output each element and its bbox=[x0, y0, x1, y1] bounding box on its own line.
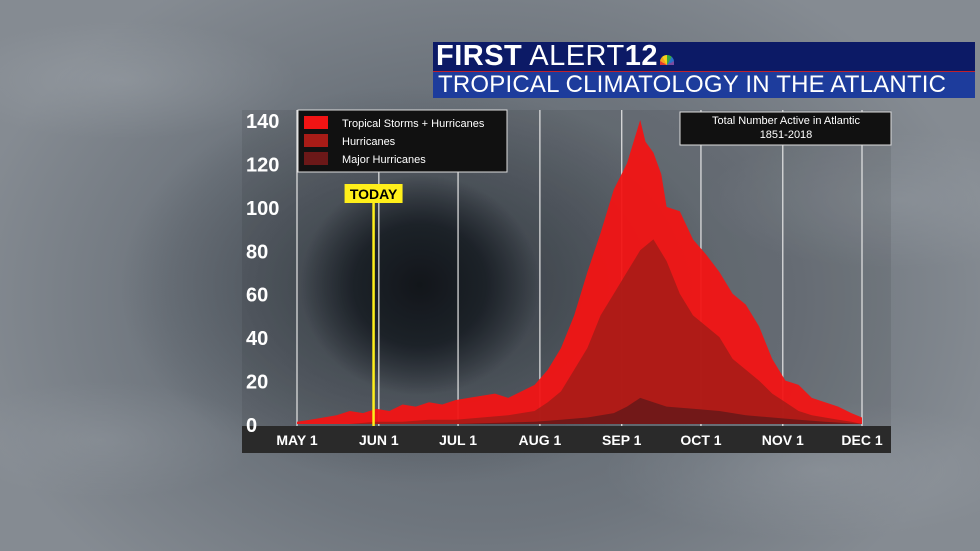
y-tick-label: 20 bbox=[246, 372, 268, 394]
series-area-2 bbox=[297, 239, 862, 424]
legend-swatch-3 bbox=[304, 152, 328, 165]
x-tick-label: JUN 1 bbox=[359, 432, 399, 448]
y-tick-label: 100 bbox=[246, 198, 279, 220]
y-tick-label: 80 bbox=[246, 241, 268, 263]
x-tick-label: NOV 1 bbox=[762, 432, 804, 448]
brand-first: FIRST bbox=[436, 40, 523, 72]
legend-swatch-1 bbox=[304, 116, 328, 129]
y-tick-label: 0 bbox=[246, 415, 257, 437]
x-axis-bar bbox=[242, 426, 891, 453]
today-badge bbox=[344, 184, 403, 203]
legend-swatch-2 bbox=[304, 134, 328, 147]
legend-box bbox=[297, 109, 508, 173]
x-tick-label: DEC 1 bbox=[841, 432, 882, 448]
brand-banner: FIRST ALERT12 bbox=[433, 42, 975, 71]
y-tick-label: 120 bbox=[246, 154, 279, 176]
peacock-icon bbox=[659, 55, 674, 65]
brand-channel: 12 bbox=[624, 40, 658, 72]
y-tick-label: 60 bbox=[246, 285, 268, 307]
brand-alert: ALERT bbox=[522, 40, 625, 72]
y-tick-label: 140 bbox=[246, 111, 279, 133]
x-tick-label: AUG 1 bbox=[518, 432, 561, 448]
x-tick-label: MAY 1 bbox=[276, 432, 317, 448]
chart-title: Total Number Active in Atlantic bbox=[712, 115, 860, 127]
legend-label: Tropical Storms + Hurricanes bbox=[342, 118, 485, 130]
x-tick-label: SEP 1 bbox=[602, 432, 642, 448]
chart-subtitle: 1851-2018 bbox=[760, 129, 813, 141]
x-tick-label: JUL 1 bbox=[439, 432, 477, 448]
banner-divider bbox=[433, 71, 975, 72]
page-subtitle: TROPICAL CLIMATOLOGY IN THE ATLANTIC bbox=[433, 72, 975, 98]
series-area-3 bbox=[297, 397, 862, 424]
legend-label: Hurricanes bbox=[342, 136, 396, 148]
legend-label: Major Hurricanes bbox=[342, 154, 426, 166]
x-tick-label: OCT 1 bbox=[680, 432, 721, 448]
y-tick-label: 40 bbox=[246, 328, 268, 350]
brand-logo: FIRST ALERT12 bbox=[433, 42, 674, 71]
today-label: TODAY bbox=[350, 186, 398, 202]
chart-title-box bbox=[679, 111, 892, 146]
